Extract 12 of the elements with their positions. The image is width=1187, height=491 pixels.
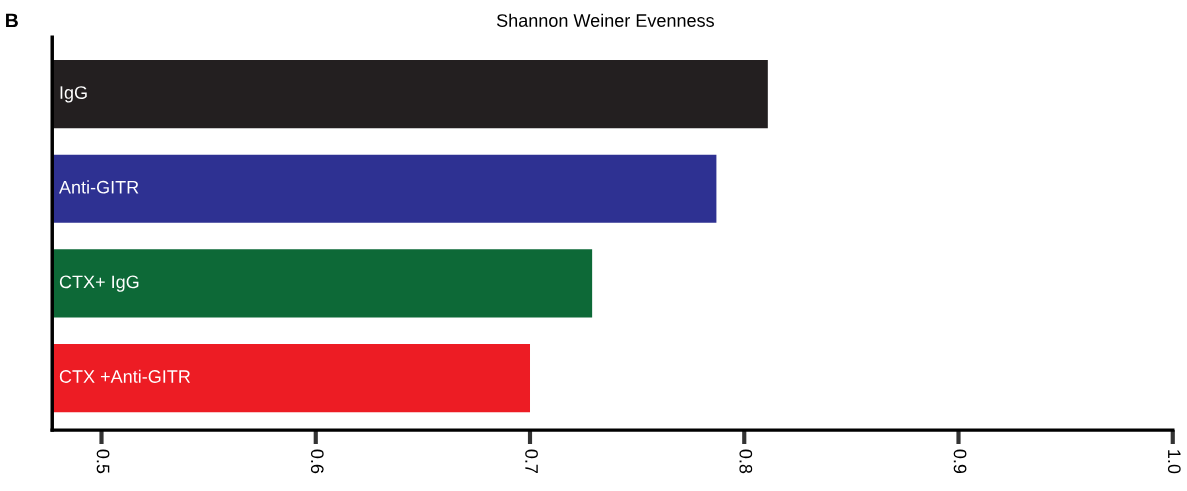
x-tick-label: 1.0: [1167, 450, 1181, 474]
x-tick-label: 0.8: [739, 449, 753, 474]
x-tick-label: 0.5: [96, 449, 110, 474]
x-tick-label: 0.9: [953, 449, 967, 474]
x-tick-label: 0.7: [525, 449, 538, 474]
y-tick-label: CTX +Anti-GITR: [59, 369, 191, 383]
chart-title: Shannon Weiner Evenness: [496, 13, 714, 27]
y-tick-label: Anti-GITR: [58, 180, 139, 194]
text: B: [6, 13, 18, 28]
x-tick-label: 0.6: [310, 449, 324, 474]
y-tick-label: CTX+ IgG: [59, 275, 139, 292]
y-tick-label: IgG: [60, 86, 87, 103]
